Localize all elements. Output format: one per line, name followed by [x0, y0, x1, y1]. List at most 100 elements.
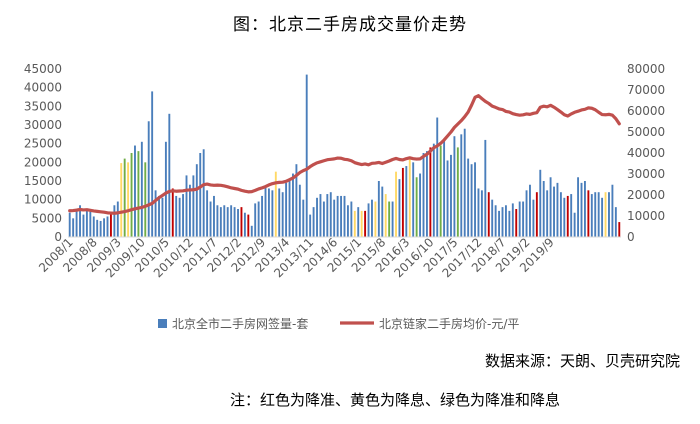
volume-bar: [182, 194, 185, 237]
volume-bar: [151, 91, 154, 238]
volume-bar: [206, 190, 209, 237]
volume-bar: [85, 209, 88, 237]
volume-bar: [305, 74, 308, 237]
volume-bar: [343, 195, 346, 237]
volume-bar: [604, 192, 607, 237]
volume-bar: [130, 153, 133, 237]
volume-bar: [346, 205, 349, 237]
volume-bar: [563, 197, 566, 237]
left-axis-tick-label: 20000: [24, 155, 62, 169]
volume-bar: [336, 195, 339, 237]
volume-bar: [322, 201, 325, 237]
right-axis-tick-label: 70000: [627, 83, 665, 97]
volume-bar: [549, 177, 552, 237]
volume-bar: [391, 201, 394, 237]
volume-bar: [127, 162, 130, 237]
right-axis-tick-label: 20000: [627, 188, 665, 202]
volume-bar: [329, 192, 332, 237]
volume-bar: [470, 164, 473, 237]
price-line: [68, 94, 621, 215]
volume-bar: [539, 169, 542, 237]
volume-bar: [453, 136, 456, 237]
volume-bar: [254, 203, 257, 237]
volume-bar: [202, 149, 205, 237]
volume-bar: [223, 205, 226, 237]
volume-bar: [429, 147, 432, 237]
right-axis-tick-label: 80000: [627, 62, 665, 76]
volume-bar: [415, 177, 418, 237]
volume-bar: [309, 214, 312, 237]
volume-bar: [326, 194, 329, 237]
volume-bar: [425, 151, 428, 237]
volume-bar: [450, 154, 452, 237]
volume-bar: [216, 205, 219, 237]
volume-bar: [374, 201, 377, 237]
left-axis-tick-label: 5000: [31, 211, 62, 225]
volume-bar: [611, 184, 614, 237]
volume-bar: [175, 195, 178, 237]
volume-bar: [209, 201, 212, 237]
volume-bar: [553, 186, 555, 237]
legend-swatch-volume: [158, 319, 167, 328]
volume-bar: [401, 167, 404, 237]
volume-bar: [302, 199, 305, 237]
volume-bar: [577, 177, 580, 237]
volume-bar: [240, 207, 243, 237]
volume-bar: [405, 166, 408, 237]
right-axis-tick-label: 30000: [627, 167, 665, 181]
left-axis-tick-label: 45000: [24, 62, 62, 76]
volume-bar: [515, 209, 518, 237]
volume-bar: [529, 184, 531, 237]
volume-bar: [195, 164, 198, 237]
volume-bar: [257, 201, 260, 237]
volume-bar: [511, 203, 514, 237]
volume-bar: [474, 162, 476, 237]
volume-bar: [501, 207, 504, 237]
volume-bar: [463, 128, 466, 237]
volume-bar: [340, 195, 343, 237]
volume-bar: [226, 207, 229, 237]
volume-bar: [103, 218, 106, 237]
volume-bar: [535, 192, 538, 237]
left-axis-tick-label: 0: [54, 230, 62, 244]
volume-bar: [597, 192, 600, 237]
volume-bar: [377, 181, 380, 237]
volume-bar: [583, 181, 586, 237]
volume-bar: [109, 212, 112, 237]
volume-bar: [436, 117, 439, 237]
volume-bar: [99, 220, 102, 237]
left-axis-tick-label: 35000: [24, 99, 62, 113]
volume-bar: [264, 186, 267, 237]
volume-bar: [161, 197, 164, 237]
volume-bar: [381, 186, 384, 237]
volume-bar: [446, 160, 449, 237]
volume-bar: [412, 162, 415, 237]
left-axis-tick-label: 25000: [24, 137, 62, 151]
volume-bar: [432, 143, 435, 237]
right-axis-tick-label: 40000: [627, 146, 665, 160]
volume-bar: [477, 188, 480, 237]
volume-bar: [333, 199, 336, 237]
volume-bar: [395, 171, 397, 237]
volume-bar: [271, 190, 274, 237]
volume-bar: [185, 175, 188, 237]
volume-bar: [144, 162, 147, 237]
volume-bar: [522, 201, 525, 237]
volume-bar: [618, 222, 621, 237]
volume-bar: [120, 163, 123, 237]
volume-bar: [542, 181, 545, 237]
volume-bar: [491, 199, 494, 237]
volume-bar: [137, 151, 140, 237]
volume-bar: [75, 210, 78, 237]
volume-bar: [367, 203, 370, 237]
volume-bar: [72, 218, 75, 237]
right-axis-tick-label: 50000: [627, 125, 665, 139]
volume-bar: [89, 211, 92, 237]
volume-bar: [247, 214, 250, 237]
left-axis-tick-label: 15000: [24, 174, 62, 188]
volume-bar: [158, 195, 160, 237]
volume-bar: [199, 153, 202, 237]
volume-bar: [608, 192, 610, 237]
